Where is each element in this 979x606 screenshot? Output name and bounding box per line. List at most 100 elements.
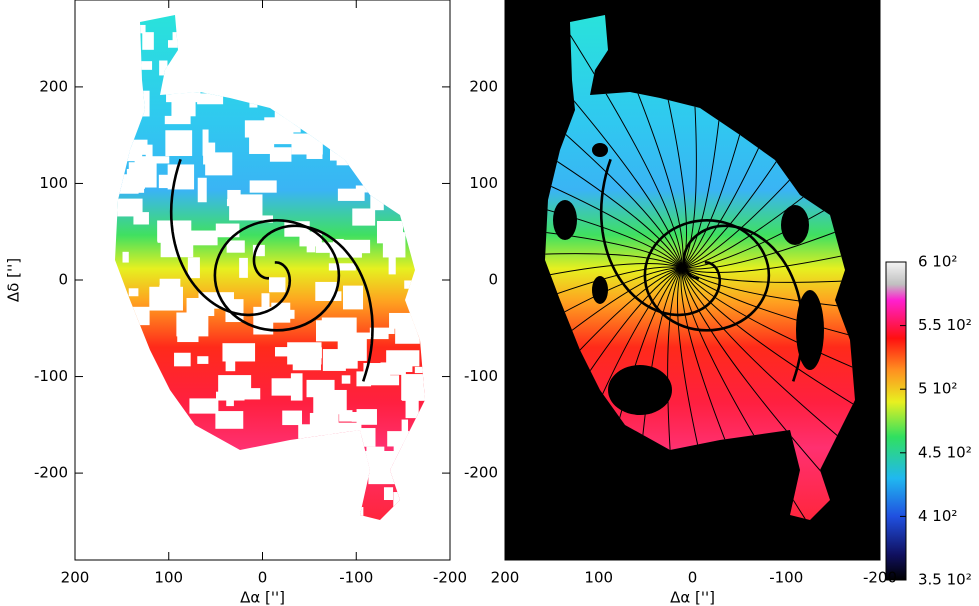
mask-hole	[225, 299, 244, 323]
contour-line	[545, 267, 683, 495]
mask-hole	[389, 354, 406, 375]
mask-hole	[337, 333, 367, 361]
mask-hole	[249, 123, 260, 135]
mask-hole	[315, 281, 337, 301]
y-tick-label: 200	[39, 77, 68, 95]
mask-hole	[174, 352, 191, 367]
mask-hole	[414, 366, 425, 374]
mask-hole	[282, 410, 303, 426]
colorbar-tick-label: 5.5 10²	[918, 316, 972, 334]
contour-line	[681, 267, 855, 414]
x-tick-label: -100	[339, 569, 373, 587]
y-tick-label: 0	[58, 271, 68, 289]
mask-hole	[222, 343, 256, 362]
x-tick-label: 200	[61, 569, 90, 587]
x-tick-label: -200	[433, 569, 467, 587]
y-tick-label: -200	[34, 464, 68, 482]
mask-hole	[249, 129, 272, 154]
y-tick-label: 200	[469, 77, 498, 95]
mask-hole	[205, 152, 233, 176]
contour-line	[681, 168, 855, 270]
mask-hole	[388, 250, 396, 275]
mask-hole	[328, 263, 356, 271]
colorbar-tick-label: 4.5 10²	[918, 443, 972, 461]
contour-line	[545, 217, 683, 269]
y-tick-label: 100	[469, 174, 498, 192]
mask-hole	[159, 278, 181, 294]
mask-hole	[352, 208, 376, 226]
y-tick-label: 0	[488, 271, 498, 289]
colorbar-tick-label: 6 10²	[918, 253, 957, 271]
mask-hole	[165, 130, 193, 157]
mask-hole	[287, 342, 322, 365]
contour-line	[681, 267, 855, 283]
spiral-arm	[682, 224, 804, 382]
contour-line	[545, 263, 683, 319]
mask-hole	[197, 356, 209, 364]
mask-hole	[291, 133, 323, 155]
mask-hole	[249, 180, 277, 193]
mask-hole	[271, 378, 297, 396]
mask-hole	[128, 288, 139, 297]
x-tick-label: -100	[769, 569, 803, 587]
mask-hole	[269, 277, 286, 293]
colorbar-tick-label: 5 10²	[918, 380, 957, 398]
mask	[608, 365, 672, 415]
contour-line	[681, 267, 855, 368]
mask-hole	[167, 164, 195, 190]
contour-line	[545, 15, 683, 269]
ring	[213, 219, 341, 332]
contour-line	[681, 267, 855, 457]
mask-hole	[159, 60, 168, 76]
contour-line	[545, 79, 683, 269]
contour-line	[681, 79, 855, 269]
mask-hole	[189, 398, 219, 414]
contour-line	[545, 267, 683, 520]
contour-line	[545, 41, 683, 269]
mask-hole	[135, 177, 145, 193]
mask-hole	[252, 244, 265, 257]
y-tick-label: -100	[34, 367, 68, 385]
contour-line	[545, 122, 683, 269]
mask-hole	[405, 390, 419, 419]
y-axis-label: Δδ ['']	[5, 258, 23, 302]
contour-line	[545, 168, 683, 269]
x-axis-label: Δα ['']	[240, 589, 285, 606]
mask-hole	[226, 198, 261, 207]
mask-hole	[226, 240, 245, 253]
mask	[796, 290, 824, 370]
x-axis-label: Δα ['']	[670, 589, 715, 606]
spiral-arm	[252, 224, 374, 382]
mask-hole	[333, 238, 344, 253]
mask-hole	[383, 487, 394, 501]
mask-hole	[145, 144, 153, 170]
contour-line	[545, 267, 683, 457]
contour-line	[681, 41, 855, 269]
contour-line	[545, 15, 683, 269]
mask-hole	[262, 215, 273, 223]
mask-hole	[325, 395, 336, 423]
mask-hole	[239, 257, 248, 278]
contour-line	[681, 217, 855, 273]
mask-hole	[129, 139, 148, 155]
mask-hole	[376, 221, 404, 244]
axes: 200 100 0 -100 -200 200 100 0 -100 -200 Δα [''] Δδ …	[5, 0, 972, 606]
mask-hole	[122, 251, 129, 263]
mask-hole	[299, 231, 322, 247]
mask-hole	[306, 379, 335, 398]
mask-hole	[369, 327, 395, 334]
mask-hole	[197, 93, 224, 105]
mask-hole	[269, 147, 292, 162]
mask-hole	[271, 302, 291, 323]
mask-hole	[342, 285, 364, 310]
spiral-arms	[169, 158, 804, 382]
mask-hole	[187, 257, 200, 279]
x-tick-label: 100	[154, 569, 183, 587]
spiral-arm	[599, 158, 722, 317]
x-tick-label: -200	[863, 569, 897, 587]
colorbar-tick-label: 3.5 10²	[918, 571, 972, 589]
mask-hole	[227, 189, 241, 200]
contour-line	[681, 267, 855, 495]
colorbar-tick-label: 4 10²	[918, 507, 957, 525]
